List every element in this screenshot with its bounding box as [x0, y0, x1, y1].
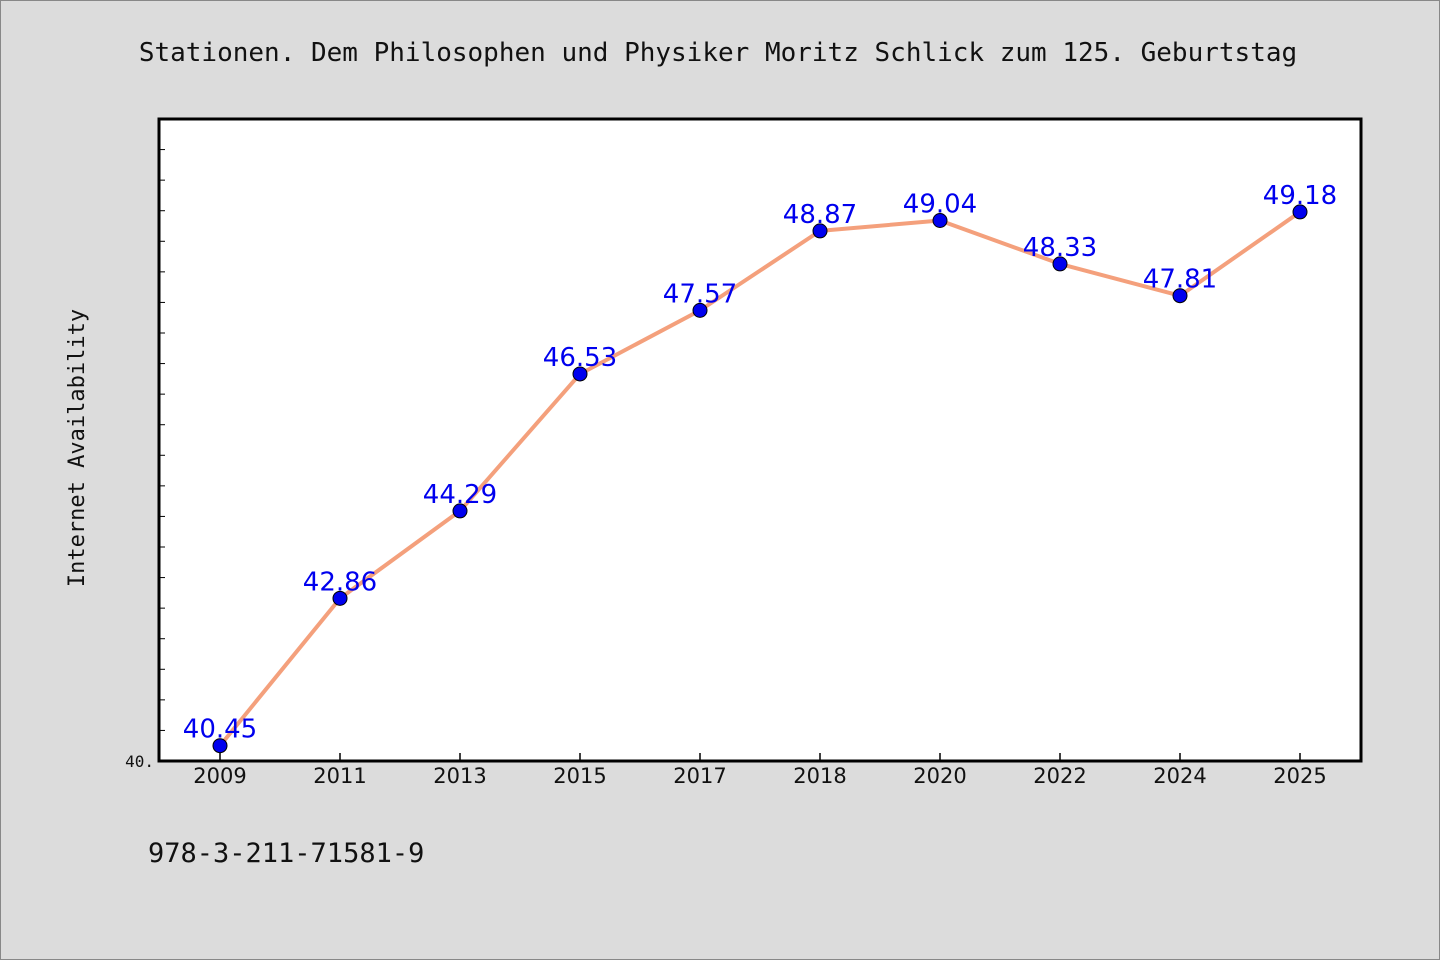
data-point	[212, 738, 228, 754]
series-line	[218, 209, 1302, 748]
data-label: 40.45	[183, 715, 257, 745]
data-label: 47.57	[663, 279, 737, 309]
x-tick-label: 2015	[553, 764, 606, 788]
isbn-footer: 978-3-211-71581-9	[148, 838, 424, 869]
data-point	[692, 302, 708, 318]
data-point	[452, 503, 468, 519]
x-tick-label: 2013	[433, 764, 486, 788]
data-label: 46.53	[543, 343, 617, 373]
x-tick-label: 2009	[193, 764, 246, 788]
x-tick-label: 2011	[313, 764, 366, 788]
data-label: 44.29	[423, 480, 497, 510]
x-tick-label: 2025	[1273, 764, 1326, 788]
data-point	[1172, 288, 1188, 304]
y-tick-label: 40.	[125, 752, 154, 771]
data-point	[932, 212, 948, 228]
data-labels: 40.45 42.86 44.29 46.53 47.57 48.87 49.04 48.33…	[183, 181, 1337, 745]
x-tick-label: 2022	[1033, 764, 1086, 788]
data-point	[812, 223, 828, 239]
plot-area	[157, 117, 1363, 763]
data-label: 49.04	[903, 189, 977, 219]
data-label: 49.18	[1263, 181, 1337, 211]
x-tick-label: 2020	[913, 764, 966, 788]
y-axis-label: Internet Availability	[65, 309, 90, 587]
chart-title: Stationen. Dem Philosophen und Physiker …	[139, 38, 1297, 68]
data-point	[1052, 256, 1068, 272]
x-axis-ticks: 2009 2011 2013 2015 2017 2018 2020 2022 2024 2025	[193, 753, 1327, 788]
data-point	[1292, 204, 1308, 220]
data-point	[572, 366, 588, 382]
data-label: 42.86	[303, 567, 377, 597]
data-label: 48.87	[783, 200, 857, 230]
data-label: 47.81	[1143, 265, 1217, 295]
series-line-group	[218, 209, 1302, 748]
x-tick-label: 2024	[1153, 764, 1206, 788]
y-axis-ticks	[159, 118, 165, 762]
data-label: 48.33	[1023, 233, 1097, 263]
x-tick-label: 2017	[673, 764, 726, 788]
series-markers	[212, 204, 1308, 754]
data-point	[332, 590, 348, 606]
x-tick-label: 2018	[793, 764, 846, 788]
